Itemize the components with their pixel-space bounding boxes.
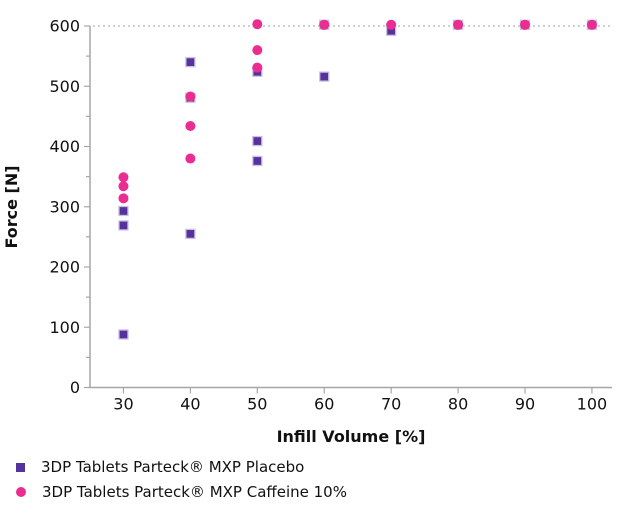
data-point-caffeine bbox=[319, 19, 330, 30]
data-point-caffeine bbox=[118, 193, 129, 204]
data-point-placebo bbox=[118, 329, 129, 340]
chart-legend: 3DP Tablets Parteck® MXP Placebo 3DP Tab… bbox=[12, 456, 347, 503]
caffeine-circle-marker-icon bbox=[16, 487, 26, 497]
y-axis-tick-label: 100 bbox=[49, 318, 80, 337]
data-point-caffeine bbox=[386, 19, 397, 30]
data-point-placebo bbox=[185, 228, 196, 240]
legend-item-placebo: 3DP Tablets Parteck® MXP Placebo bbox=[12, 456, 347, 478]
data-point-placebo bbox=[252, 155, 263, 167]
x-axis-tick-label: 60 bbox=[314, 395, 334, 414]
x-axis-tick-label: 80 bbox=[448, 395, 468, 414]
y-axis-tick-label: 500 bbox=[49, 77, 80, 96]
legend-item-caffeine: 3DP Tablets Parteck® MXP Caffeine 10% bbox=[12, 481, 347, 503]
data-point-caffeine bbox=[185, 91, 196, 102]
data-point-caffeine bbox=[586, 19, 597, 30]
data-point-caffeine bbox=[252, 62, 263, 73]
data-point-placebo bbox=[118, 205, 129, 217]
x-axis-tick-label: 30 bbox=[113, 395, 133, 414]
y-axis-tick-label: 600 bbox=[49, 17, 80, 36]
x-axis-title: Infill Volume [%] bbox=[277, 427, 426, 446]
data-point-placebo bbox=[118, 220, 129, 231]
y-axis-tick-label: 300 bbox=[49, 197, 80, 216]
data-point-placebo bbox=[319, 71, 330, 82]
y-axis-tick-label: 200 bbox=[49, 258, 80, 277]
data-point-caffeine bbox=[118, 172, 129, 183]
chart-generated-layer: 0 100 200 300 400 500 600 30 40 50 60 70 80 90 100 bbox=[49, 17, 612, 414]
data-point-placebo bbox=[185, 57, 196, 68]
legend-label-placebo: 3DP Tablets Parteck® MXP Placebo bbox=[41, 458, 305, 476]
x-axis-tick-label: 90 bbox=[515, 395, 535, 414]
force-vs-infill-scatter-chart: 0 100 200 300 400 500 600 30 40 50 60 70 80 90 100 For… bbox=[2, 17, 612, 446]
data-point-caffeine bbox=[252, 45, 263, 56]
placebo-square-marker-icon bbox=[16, 462, 25, 472]
data-point-caffeine bbox=[185, 153, 196, 164]
y-axis-title: Force [N] bbox=[2, 165, 21, 248]
x-axis-tick-label: 70 bbox=[381, 395, 401, 414]
y-axis-tick-label: 0 bbox=[70, 378, 80, 397]
data-point-caffeine bbox=[118, 181, 129, 192]
x-axis-tick-label: 50 bbox=[247, 395, 267, 414]
y-axis-tick-label: 400 bbox=[49, 137, 80, 156]
legend-label-caffeine: 3DP Tablets Parteck® MXP Caffeine 10% bbox=[42, 483, 347, 501]
x-axis-tick-label: 100 bbox=[577, 395, 608, 414]
data-point-caffeine bbox=[453, 19, 464, 30]
data-point-placebo bbox=[252, 135, 263, 147]
x-axis-tick-label: 40 bbox=[180, 395, 200, 414]
data-point-caffeine bbox=[252, 19, 263, 30]
data-point-caffeine bbox=[520, 19, 530, 30]
data-point-caffeine bbox=[185, 121, 196, 132]
